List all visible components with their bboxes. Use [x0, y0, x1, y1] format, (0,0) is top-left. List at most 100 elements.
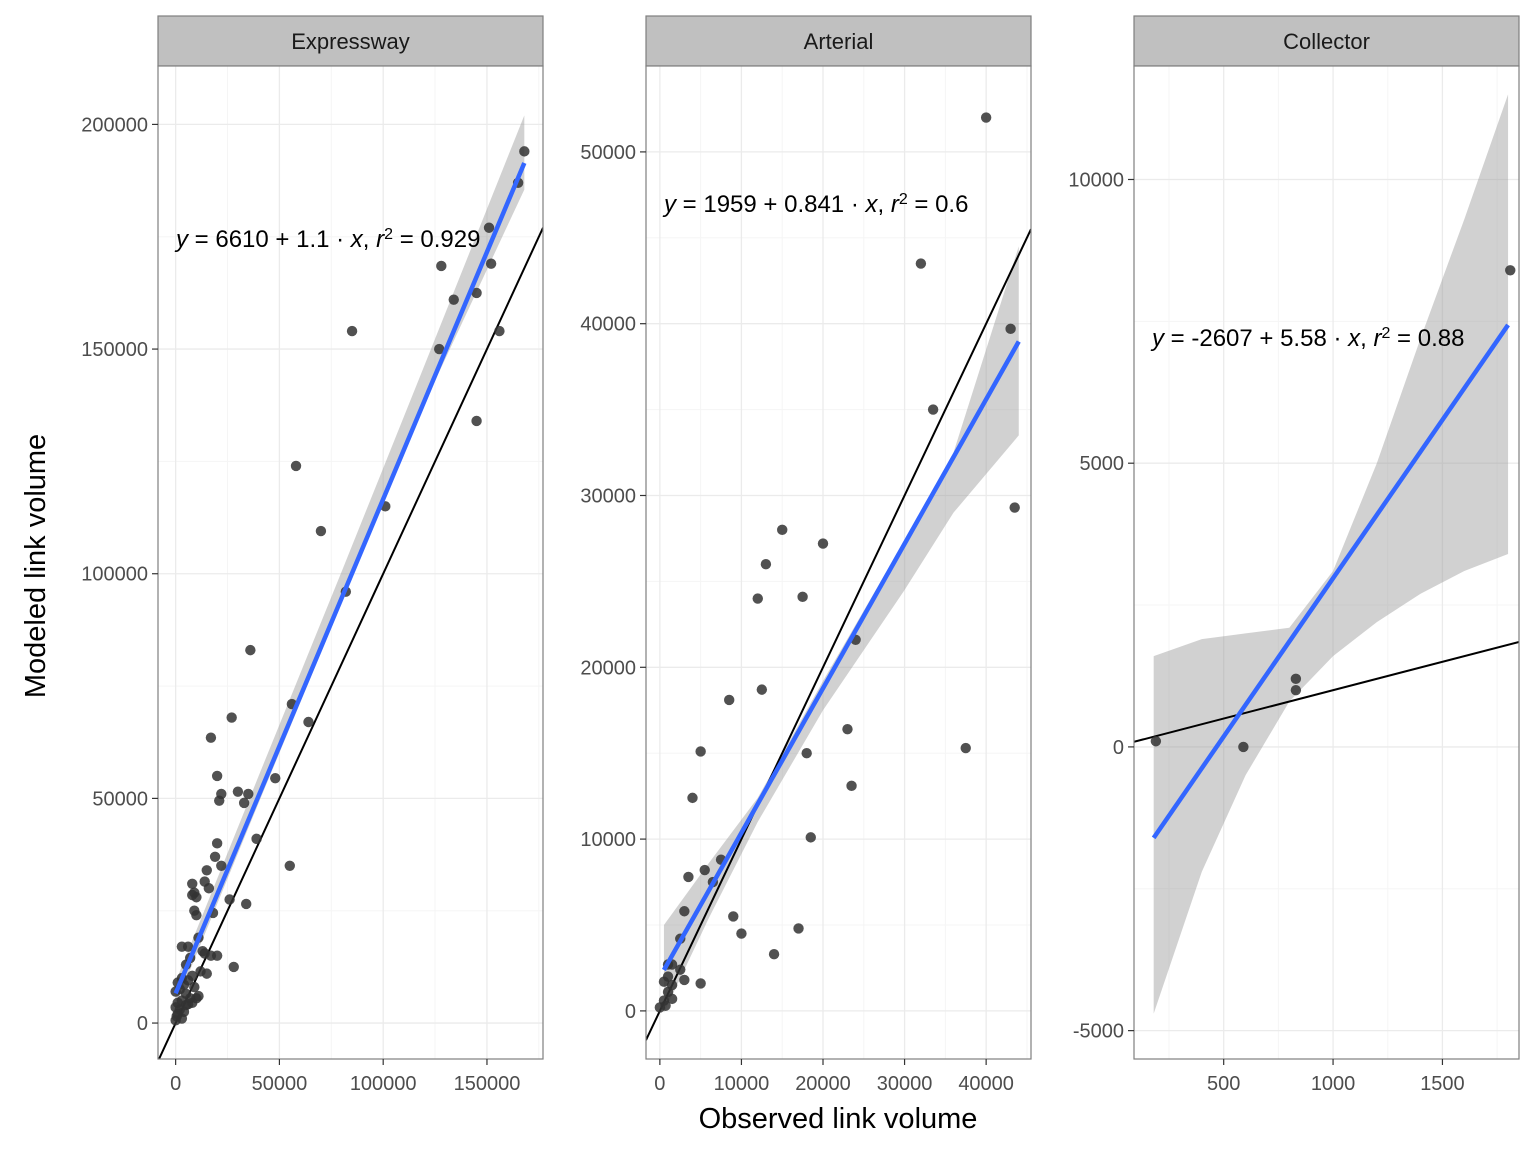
data-point: [187, 878, 198, 889]
data-point: [805, 832, 816, 843]
data-point: [699, 864, 710, 876]
panel-border: [157, 65, 544, 1060]
facet-strip: [157, 15, 544, 67]
data-point: [170, 1015, 181, 1026]
panel-plot-area: y = 6610 + 1.1 · x, r2 = 0.929: [158, 115, 543, 1059]
data-point: [660, 1000, 671, 1011]
data-point: [1238, 741, 1249, 753]
data-point: [797, 591, 808, 603]
data-point: [216, 860, 227, 871]
panel-background: [158, 66, 543, 1059]
x-tick-label: 1000: [1311, 1073, 1356, 1095]
x-tick-label: 30000: [877, 1073, 933, 1095]
data-point: [846, 780, 857, 792]
data-point: [695, 978, 706, 989]
data-point: [315, 525, 327, 537]
regression-equation-label: y = 6610 + 1.1 · x, r2 = 0.929: [174, 226, 480, 254]
x-axis-title: Observed link volume: [699, 1103, 978, 1135]
data-point: [768, 949, 780, 960]
data-point: [209, 851, 221, 863]
y-tick-label: 100000: [81, 564, 148, 586]
data-point: [191, 993, 202, 1004]
x-tick-label: 150000: [454, 1073, 521, 1095]
x-tick-label: 40000: [958, 1073, 1014, 1095]
data-point: [211, 770, 223, 782]
data-point: [666, 993, 678, 1005]
data-point: [232, 786, 244, 797]
y-tick-label: 0: [1113, 737, 1124, 759]
regression-line: [661, 340, 1021, 972]
data-point: [915, 258, 927, 269]
data-point: [1005, 323, 1016, 335]
data-point: [817, 538, 829, 549]
data-point: [303, 716, 314, 728]
data-point: [238, 797, 250, 809]
facet-strip-label: Collector: [1283, 29, 1370, 54]
data-point: [251, 833, 262, 845]
data-point: [346, 325, 358, 337]
data-point: [980, 112, 992, 123]
data-point: [679, 906, 690, 917]
x-tick-label: 1500: [1420, 1073, 1465, 1095]
data-point: [960, 742, 971, 754]
data-point: [1150, 736, 1162, 747]
data-point: [842, 723, 853, 735]
reference-line: [158, 227, 543, 1059]
data-point: [224, 894, 235, 905]
reference-line: [646, 228, 1031, 1041]
data-point: [658, 976, 670, 987]
panel-expressway: Expressway y = 6610 + 1.1 · x, r2 = 0.929…: [81, 15, 544, 1095]
panel-background: [1134, 66, 1519, 1059]
reference-line: [1134, 640, 1519, 743]
data-point: [189, 981, 200, 993]
data-point: [736, 928, 747, 939]
data-point: [270, 772, 281, 784]
y-tick-label: 50000: [92, 788, 148, 810]
data-point: [201, 865, 212, 876]
facet-strip: [645, 15, 1032, 67]
confidence-band: [1153, 94, 1509, 1014]
x-tick-label: 100000: [350, 1073, 417, 1095]
data-point: [1290, 673, 1302, 685]
data-point: [756, 684, 768, 695]
confidence-band: [663, 246, 1019, 1013]
data-point: [471, 415, 482, 427]
panel-arterial: Arterial y = 1959 + 0.841 · x, r2 = 0.6 0 1…: [580, 15, 1032, 1095]
data-point: [241, 898, 252, 910]
y-tick-label: 150000: [81, 339, 148, 361]
data-point: [290, 460, 302, 472]
data-point: [1505, 265, 1516, 276]
panel-background: [646, 66, 1031, 1059]
facet-strip-label: Expressway: [291, 29, 410, 54]
data-point: [723, 694, 735, 706]
data-point: [679, 974, 690, 986]
data-point: [471, 287, 482, 299]
data-point: [675, 964, 686, 975]
data-point: [483, 222, 495, 233]
data-point: [191, 910, 202, 921]
data-point: [801, 747, 812, 759]
panel-plot-area: y = -2607 + 5.58 · x, r2 = 0.88: [1134, 94, 1519, 1014]
data-point: [211, 950, 223, 961]
panel-plot-area: y = 1959 + 0.841 · x, r2 = 0.6: [646, 112, 1031, 1041]
y-tick-label: 40000: [580, 314, 636, 336]
x-tick-label: 0: [170, 1073, 181, 1095]
y-tick-label: 30000: [580, 485, 636, 507]
data-point: [448, 294, 459, 305]
data-point: [182, 998, 194, 1010]
data-point: [243, 788, 254, 800]
y-tick-label: 10000: [580, 829, 636, 851]
data-point: [187, 889, 198, 901]
regression-equation-label: y = -2607 + 5.58 · x, r2 = 0.88: [1150, 325, 1464, 353]
data-point: [793, 923, 804, 934]
y-tick-label: 200000: [81, 114, 148, 136]
regression-line: [173, 162, 527, 995]
facet-strip-label: Arterial: [804, 29, 874, 54]
data-point: [226, 712, 237, 723]
data-point: [1009, 502, 1020, 513]
regression-line: [1151, 323, 1510, 840]
data-point: [927, 404, 939, 415]
y-tick-label: 10000: [1068, 169, 1124, 191]
